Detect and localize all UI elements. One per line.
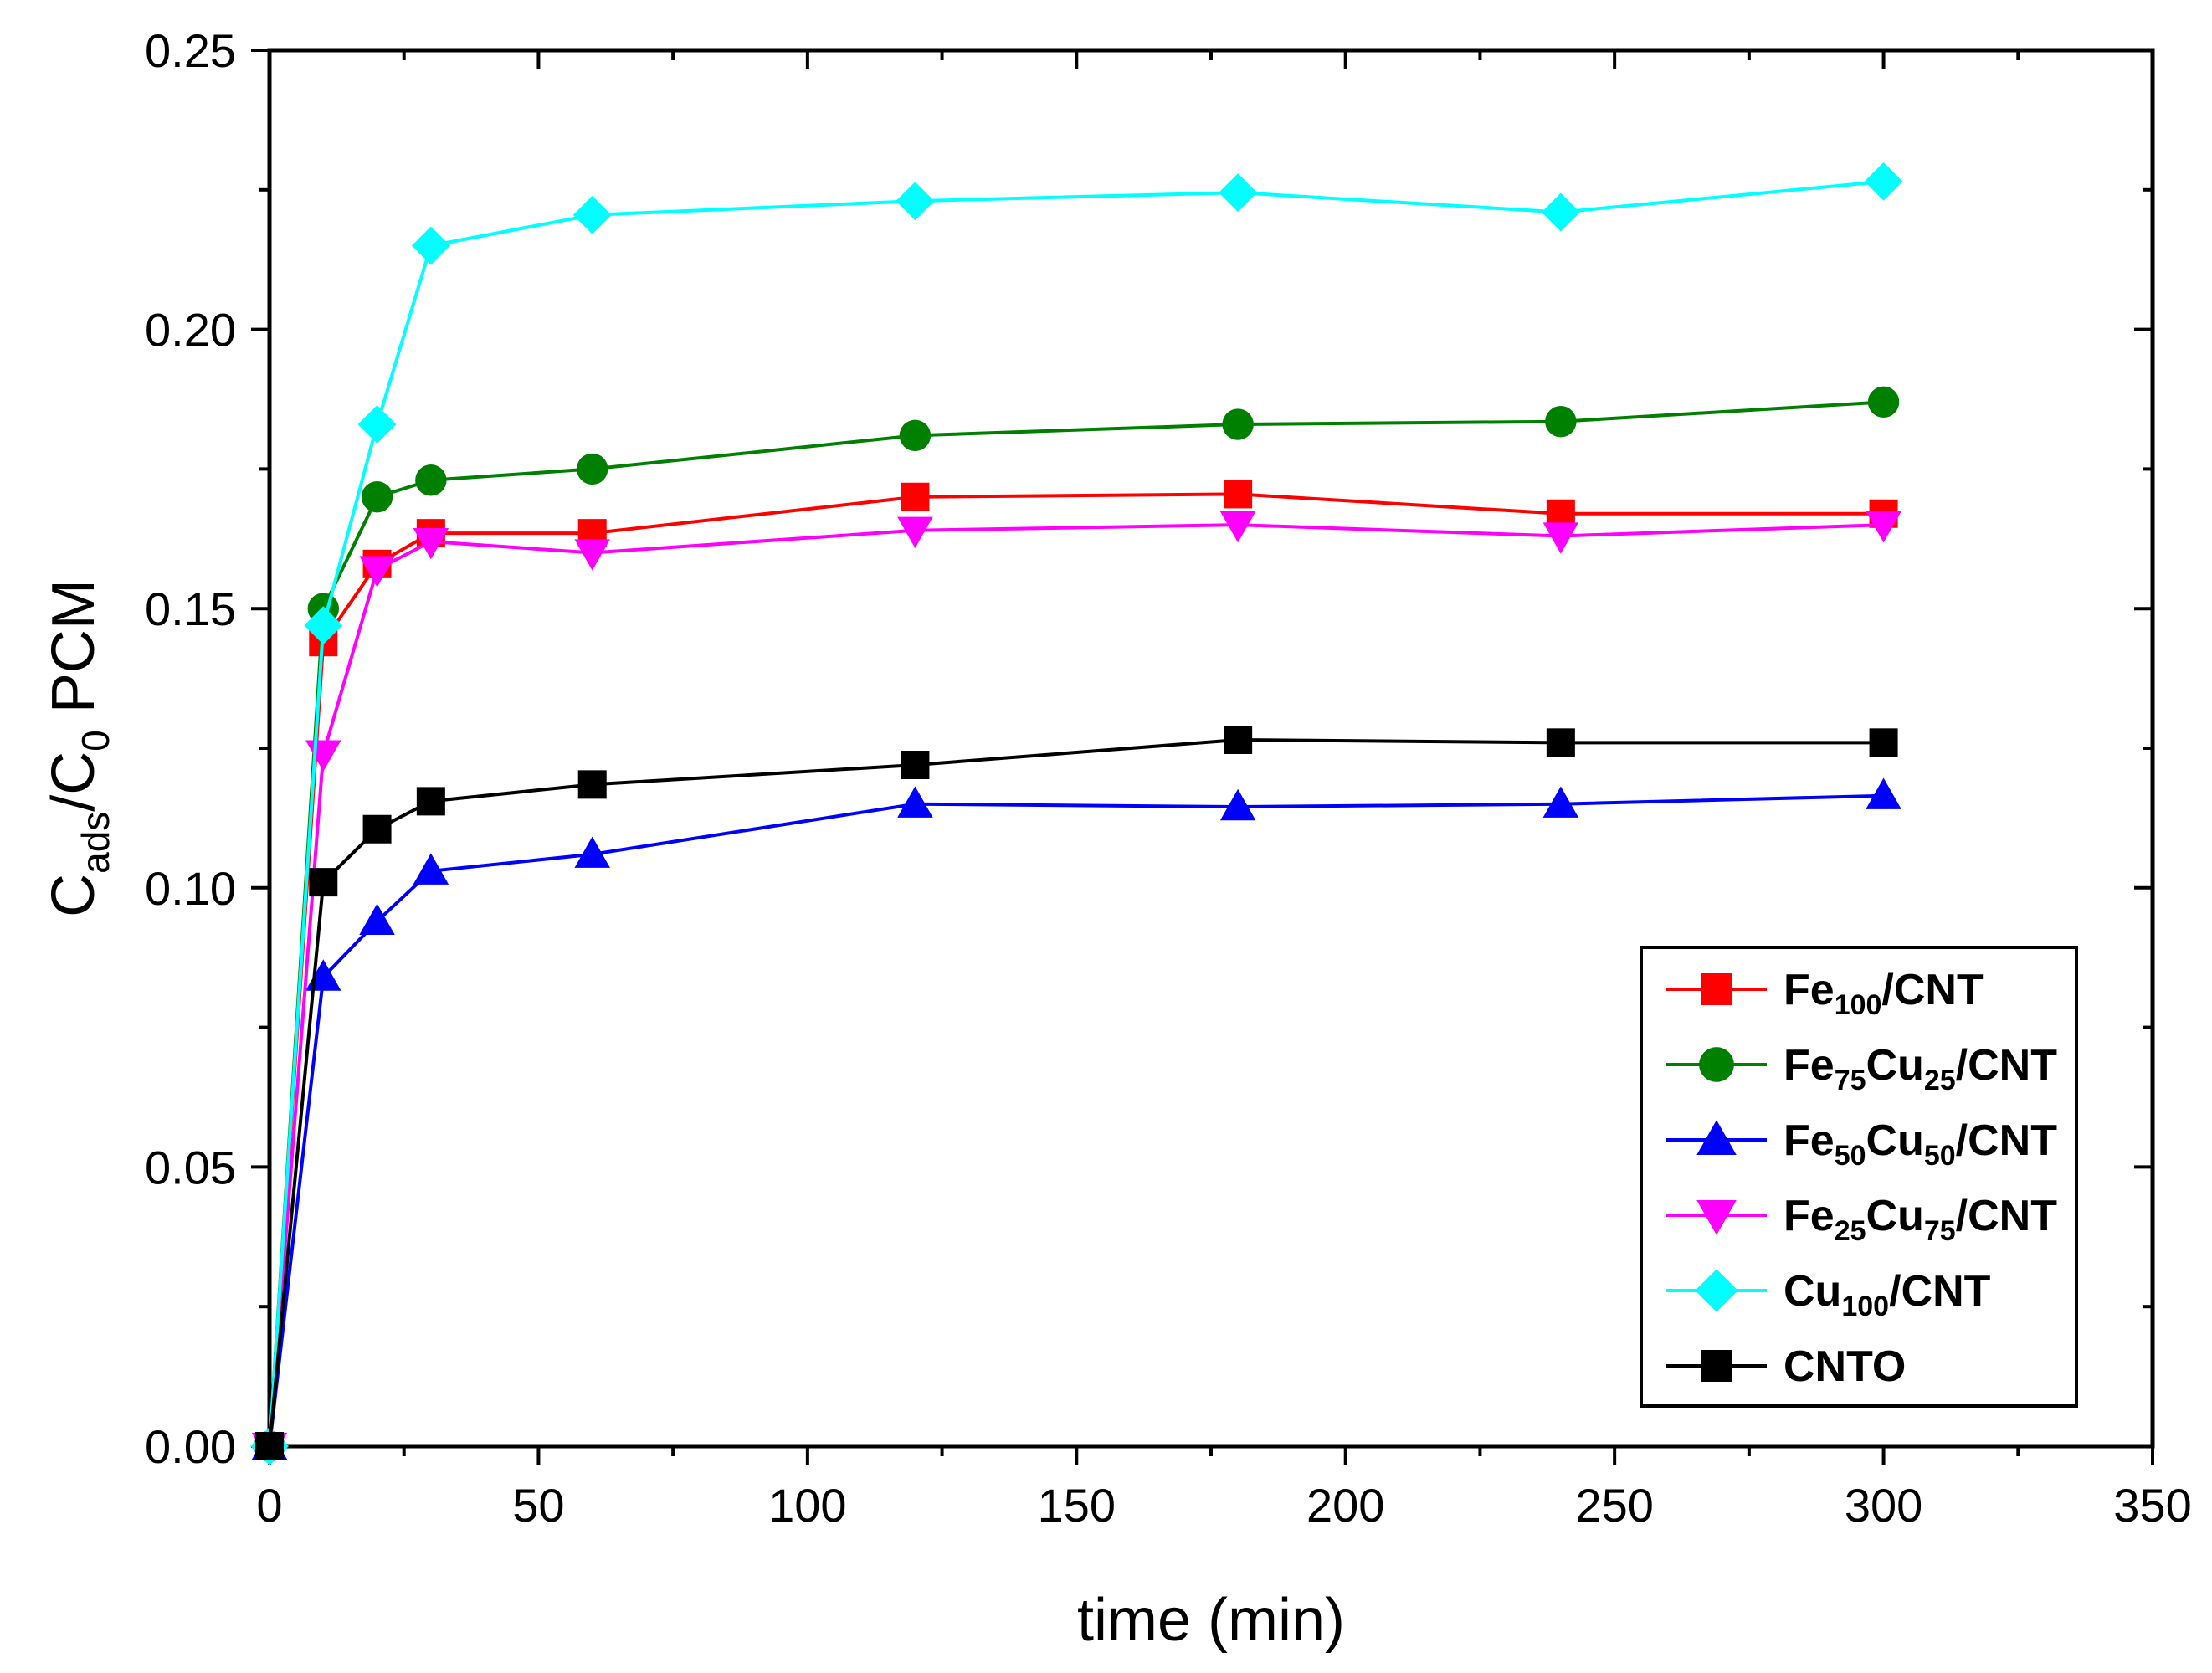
x-tick-label: 0 [256, 1479, 282, 1532]
x-tick-label: 200 [1306, 1479, 1384, 1532]
data-point-cu100 [304, 606, 343, 645]
legend-label-cu100: Cu100/CNT [1783, 1267, 1991, 1322]
data-point-cu100 [572, 195, 612, 234]
data-point-cnto [362, 814, 392, 844]
data-point-fe75cu25 [415, 464, 447, 496]
data-point-fe25cu75 [413, 527, 449, 560]
x-tick-label: 350 [2113, 1479, 2191, 1532]
y-axis-title: Cads/C0 PCM [40, 579, 117, 917]
data-point-fe50cu50 [897, 786, 933, 818]
data-point-fe75cu25 [577, 453, 608, 485]
data-point-fe75cu25 [1545, 405, 1577, 438]
data-point-cu100 [1219, 173, 1258, 213]
series-layer [250, 162, 1903, 1465]
data-point-fe100 [901, 482, 930, 511]
data-point-cu100 [896, 182, 935, 221]
x-tick-label: 50 [512, 1479, 564, 1532]
data-point-fe100 [1224, 480, 1253, 509]
data-point-fe75cu25 [1867, 386, 1900, 418]
legend-label-fe75cu25: Fe75Cu25/CNT [1783, 1041, 2057, 1096]
data-point-fe50cu50 [1542, 786, 1579, 818]
legend-item-fe50cu50: Fe50Cu50/CNT [1666, 1116, 2057, 1172]
data-point-fe50cu50 [1866, 777, 1901, 809]
data-point-fe50cu50 [574, 836, 610, 868]
legend-marker-fe25cu75 [1696, 1199, 1737, 1235]
data-point-fe25cu75 [1219, 511, 1256, 543]
data-point-cnto [255, 1432, 284, 1460]
data-point-cu100 [1864, 162, 1903, 201]
legend-marker-fe75cu25 [1699, 1047, 1734, 1082]
data-point-fe75cu25 [899, 419, 932, 452]
series-fe25cu75 [251, 511, 1901, 1465]
y-axis: 0.00 0.05 0.10 0.15 0.20 0.25 [145, 24, 2153, 1473]
x-axis: 0 50 100 150 200 250 300 350 [256, 50, 2192, 1532]
legend-label-fe50cu50: Fe50Cu50/CNT [1783, 1116, 2057, 1172]
y-tick-label: 0.05 [145, 1141, 236, 1193]
legend-label-fe25cu75: Fe25Cu75/CNT [1783, 1192, 2057, 1247]
data-point-fe50cu50 [1219, 788, 1256, 821]
data-point-fe75cu25 [1222, 408, 1254, 440]
legend-item-cu100: Cu100/CNT [1666, 1267, 1991, 1322]
series-fe75cu25 [254, 386, 1900, 1462]
data-point-fe25cu75 [359, 556, 395, 588]
data-point-cnto [577, 770, 607, 799]
data-point-fe75cu25 [361, 481, 393, 513]
data-point-cnto [901, 751, 930, 780]
x-tick-label: 250 [1575, 1479, 1653, 1532]
data-point-cnto [309, 868, 338, 897]
legend-item-fe100: Fe100/CNT [1666, 966, 1984, 1021]
data-point-cnto [1869, 728, 1898, 757]
x-axis-title: time (min) [1077, 1587, 1345, 1654]
data-point-fe25cu75 [305, 740, 341, 772]
y-tick-label: 0.25 [145, 24, 236, 77]
legend-item-fe75cu25: Fe75Cu25/CNT [1666, 1041, 2057, 1096]
data-point-fe50cu50 [413, 853, 449, 885]
data-point-cu100 [411, 226, 450, 265]
data-point-fe25cu75 [1866, 511, 1901, 543]
legend-marker-fe50cu50 [1696, 1120, 1737, 1156]
legend-item-cnto: CNTO [1666, 1342, 1906, 1391]
data-point-cnto [1224, 725, 1253, 754]
x-tick-label: 150 [1038, 1479, 1116, 1532]
legend-label-cnto: CNTO [1783, 1342, 1906, 1391]
data-point-cu100 [357, 405, 397, 444]
data-point-cnto [1546, 728, 1575, 757]
y-tick-label: 0.10 [145, 862, 236, 915]
legend-box [1640, 946, 2078, 1408]
legend-marker-fe100 [1701, 973, 1732, 1005]
y-tick-label: 0.00 [145, 1420, 236, 1473]
data-point-cnto [416, 787, 445, 816]
series-cnto [255, 725, 1898, 1460]
legend-item-fe25cu75: Fe25Cu75/CNT [1666, 1192, 2057, 1247]
legend-label-fe100: Fe100/CNT [1783, 966, 1984, 1021]
y-tick-label: 0.20 [145, 304, 236, 357]
data-point-fe25cu75 [897, 516, 933, 549]
legend: Fe100/CNT Fe75Cu25/CNT Fe50Cu50/CNT Fe25Cu7… [1640, 946, 2078, 1408]
data-point-cu100 [1541, 192, 1580, 232]
y-tick-label: 0.15 [145, 582, 236, 635]
legend-marker-cnto [1701, 1350, 1732, 1382]
x-tick-label: 300 [1845, 1479, 1922, 1532]
data-point-fe25cu75 [1542, 522, 1579, 554]
data-point-fe25cu75 [574, 539, 610, 571]
x-tick-label: 100 [768, 1479, 846, 1532]
legend-marker-cu100 [1695, 1269, 1738, 1312]
data-point-fe50cu50 [359, 903, 395, 935]
